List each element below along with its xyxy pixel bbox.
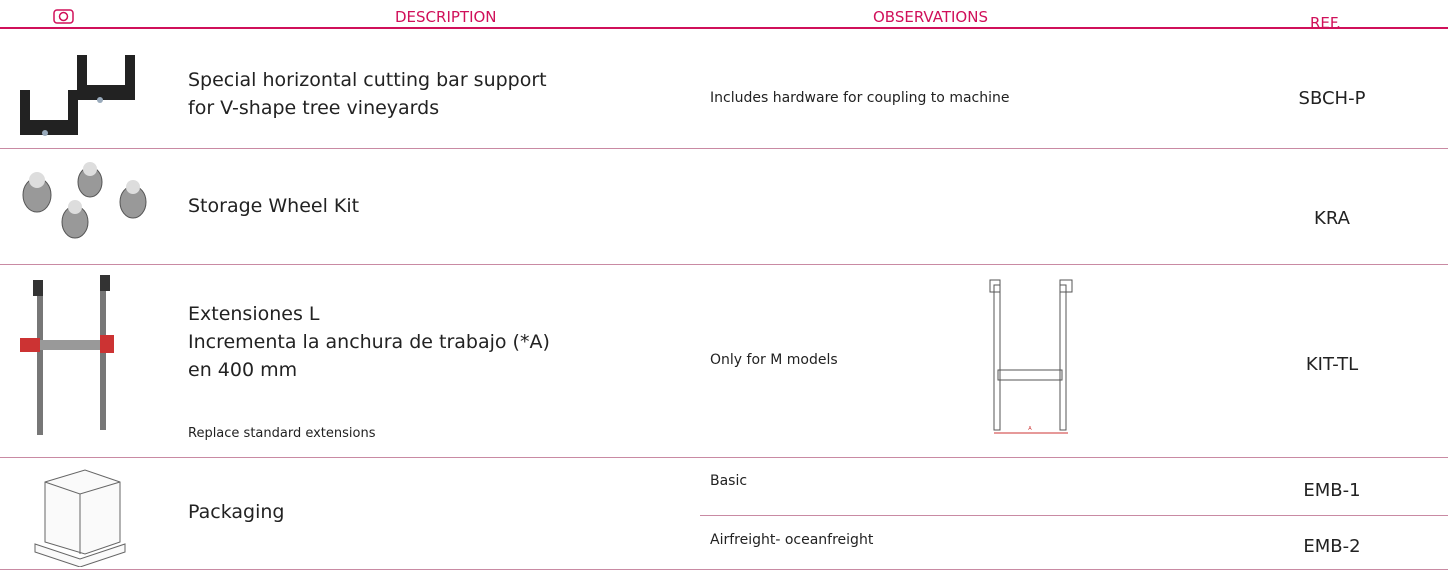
ref: KIT-TL xyxy=(1305,354,1359,375)
description: Extensiones L xyxy=(188,303,320,325)
ref: SBCH-P xyxy=(1298,88,1366,109)
ref: EMB-2 xyxy=(1303,536,1361,557)
option-rule xyxy=(700,515,1448,516)
header-description: DESCRIPTION xyxy=(395,8,497,26)
ref: KRA xyxy=(1314,208,1350,229)
description: Special horizontal cutting bar support xyxy=(188,69,547,91)
header-rule xyxy=(0,27,1448,29)
observation: Includes hardware for coupling to machin… xyxy=(710,90,1010,106)
row-rule xyxy=(0,569,1448,570)
bracket-image xyxy=(20,55,135,136)
description: Incrementa la anchura de trabajo (*A) xyxy=(188,331,550,353)
ref: EMB-1 xyxy=(1303,480,1361,501)
extensions-diagram: A xyxy=(989,279,1073,434)
diagram-label: A xyxy=(1028,426,1032,432)
observation: Only for M models xyxy=(710,352,838,368)
header-observations: OBSERVATIONS xyxy=(873,8,988,26)
description: en 400 mm xyxy=(188,359,298,381)
extensions-image xyxy=(20,275,114,435)
description: Packaging xyxy=(188,501,285,523)
row-rule xyxy=(0,264,1448,265)
wheels-image xyxy=(22,162,147,239)
row-rule xyxy=(0,148,1448,149)
package-image xyxy=(34,469,126,567)
observation: Airfreight- oceanfreight xyxy=(710,532,874,548)
description: Storage Wheel Kit xyxy=(188,195,360,217)
observation: Basic xyxy=(710,473,748,489)
camera-icon xyxy=(53,9,74,24)
description: for V-shape tree vineyards xyxy=(188,97,440,119)
note: Replace standard extensions xyxy=(188,426,376,441)
header-ref: REF. xyxy=(1310,14,1341,32)
row-rule xyxy=(0,457,1448,458)
